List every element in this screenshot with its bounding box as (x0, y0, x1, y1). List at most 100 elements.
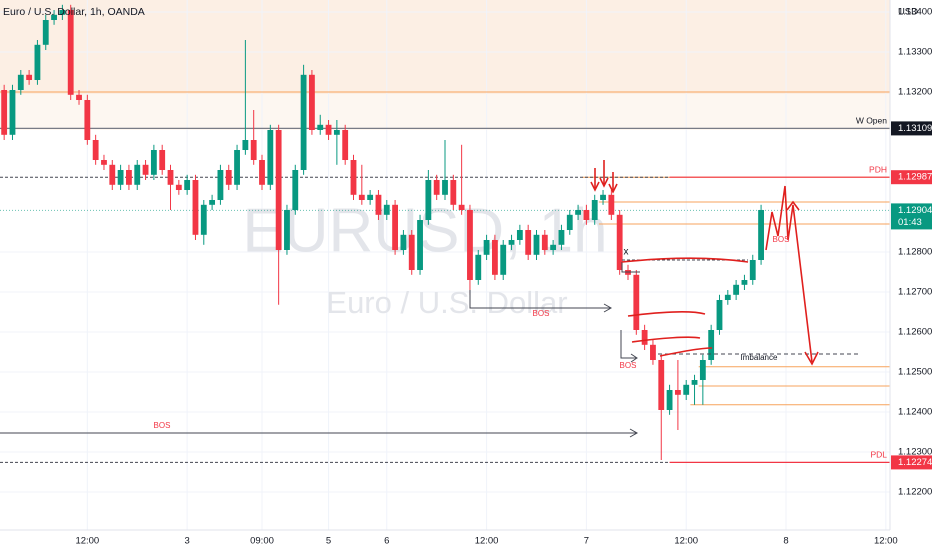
level-name: PDH (869, 164, 887, 174)
candle-body (159, 150, 166, 170)
currency-label: USD (898, 7, 918, 18)
candle-body (76, 94, 82, 100)
candle-body (167, 170, 174, 185)
candle-body (533, 234, 540, 255)
arrow-head (599, 177, 609, 188)
candle-body (250, 140, 257, 160)
candle-body (467, 210, 473, 280)
y-tick-label: 1.12500 (898, 367, 932, 378)
arrow-head (804, 351, 819, 366)
candle-body (641, 330, 648, 345)
candle-body (42, 20, 49, 45)
candle-body (325, 124, 332, 135)
arrow-head (603, 303, 613, 313)
candle-body (1, 90, 8, 135)
candle-body (292, 170, 299, 210)
candle-body (342, 130, 349, 160)
candle-body (600, 194, 606, 200)
arrow-head (630, 353, 638, 363)
candle-body (300, 74, 307, 170)
candle-body (225, 170, 232, 185)
candle-body (242, 140, 249, 150)
y-tick-label: 1.13300 (898, 47, 932, 58)
level-name: W Open (856, 116, 887, 126)
bos-label: BOS (620, 361, 637, 370)
candle-body (616, 214, 623, 270)
x-tick-label: 12:00 (475, 536, 499, 547)
candle-body (209, 200, 216, 205)
candle-body (516, 230, 523, 240)
candle-body (433, 180, 440, 195)
candle-body (425, 180, 432, 220)
y-tick-label: 1.12800 (898, 247, 932, 258)
candle-body (758, 210, 764, 260)
candle-body (9, 90, 16, 135)
candle-body (192, 180, 199, 235)
price-box (891, 455, 932, 470)
candle-body (184, 180, 191, 190)
candle-body (17, 74, 24, 90)
candle-body (275, 130, 282, 250)
bos-label: BOS (773, 235, 790, 244)
candle-body (109, 164, 116, 185)
candle-body (408, 234, 415, 270)
candle-body (633, 274, 640, 330)
candle-body (217, 170, 224, 200)
price-box-label: 1.12274 (898, 457, 932, 468)
candle-body (383, 204, 390, 215)
y-tick-label: 1.12700 (898, 287, 932, 298)
arrow-head (629, 428, 639, 438)
candle-body (650, 344, 656, 360)
candle-body (34, 44, 41, 80)
candle-body (150, 150, 157, 175)
price-box (891, 170, 932, 185)
arrow-head (608, 183, 618, 194)
x-tick-label: 5 (326, 536, 331, 547)
candle-body (575, 210, 581, 215)
candle-body (267, 130, 274, 185)
price-box (891, 121, 932, 136)
price-box-label: 1.12987 (898, 172, 932, 183)
level-name: PDL (870, 450, 887, 460)
candle-body (134, 164, 141, 185)
candle-body (508, 240, 515, 245)
candle-body (558, 230, 565, 245)
candle-body (126, 170, 132, 185)
candle-body (550, 244, 557, 250)
hand-line (621, 257, 749, 263)
candle-body (491, 240, 498, 275)
candle-body (674, 390, 681, 395)
candle-body (417, 220, 423, 270)
candle-body (234, 150, 240, 185)
candle-body (666, 390, 673, 410)
candle-body (400, 234, 407, 250)
candle-body (541, 234, 548, 250)
y-tick-label: 1.12300 (898, 447, 932, 458)
x-tick-label: 12:00 (874, 536, 898, 547)
candle-body (458, 204, 465, 210)
time-axis (0, 530, 932, 550)
candle-body (142, 164, 149, 175)
candle-body (309, 74, 315, 130)
candle-body (317, 124, 324, 130)
x-tick-label: 7 (584, 536, 589, 547)
candle-body (117, 170, 124, 185)
candle-body (608, 194, 615, 215)
candle-body (59, 10, 66, 15)
candle-body (716, 300, 723, 330)
candle-body (67, 10, 74, 95)
chart-title: Euro / U.S. Dollar, 1h, OANDA (3, 6, 145, 18)
candle-body (708, 330, 715, 360)
x-tick-label: 09:00 (250, 536, 274, 547)
bos-arrow (469, 290, 610, 309)
x-tick-label: 12:00 (674, 536, 698, 547)
candle-body (200, 204, 207, 235)
candle-body (442, 180, 448, 195)
imbalance-label: Imbalance (741, 353, 778, 362)
watermark: EURUSD, 1h (242, 196, 607, 265)
y-tick-label: 1.12400 (898, 407, 932, 418)
candle-body (475, 254, 482, 280)
price-box (891, 203, 932, 230)
hand-line (631, 336, 701, 343)
